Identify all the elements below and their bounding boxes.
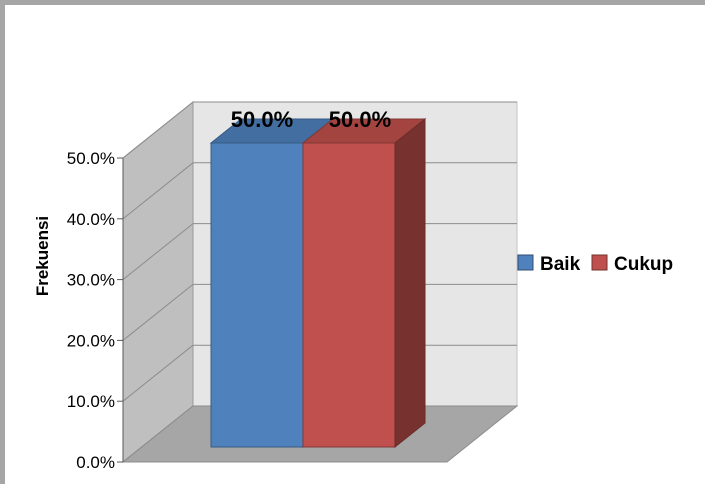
legend-swatch	[517, 254, 534, 271]
bar-front-face	[210, 142, 304, 448]
y-axis-label: Frekuensi	[33, 216, 52, 296]
bar-cukup	[301, 117, 427, 449]
gridline-side	[122, 101, 194, 159]
legend-label: Baik	[540, 254, 581, 275]
bar-side-face	[394, 117, 426, 449]
data-label-cukup: 50.0%	[329, 107, 391, 132]
y-tick-label: 10.0%	[67, 392, 115, 411]
chart-frame-top-border	[0, 0, 705, 5]
legend-item-baik: Baik	[517, 254, 581, 275]
gridline-side	[122, 162, 194, 220]
legend-swatch	[591, 254, 608, 271]
gridline-side	[122, 284, 194, 341]
y-tick-label: 30.0%	[67, 271, 115, 290]
chart-bars	[209, 117, 427, 449]
y-tick-label: 20.0%	[67, 331, 115, 350]
y-tick-label: 50.0%	[67, 149, 115, 168]
gridline-side	[122, 223, 194, 280]
gridline-side	[122, 344, 194, 402]
legend-label: Cukup	[614, 254, 673, 275]
y-tick-label: 40.0%	[67, 210, 115, 229]
data-labels: 50.0% 50.0%	[231, 107, 391, 132]
y-axis-ticks: 0.0% 10.0% 20.0% 30.0% 40.0% 50.0%	[67, 149, 124, 472]
data-label-baik: 50.0%	[231, 107, 293, 132]
y-tick-label: 0.0%	[76, 453, 115, 472]
chart-frame-left-border	[0, 0, 5, 484]
bar-front-face	[302, 142, 396, 448]
side-wall	[122, 100, 194, 464]
legend: Baik Cukup	[517, 254, 673, 275]
legend-item-cukup: Cukup	[591, 254, 673, 275]
